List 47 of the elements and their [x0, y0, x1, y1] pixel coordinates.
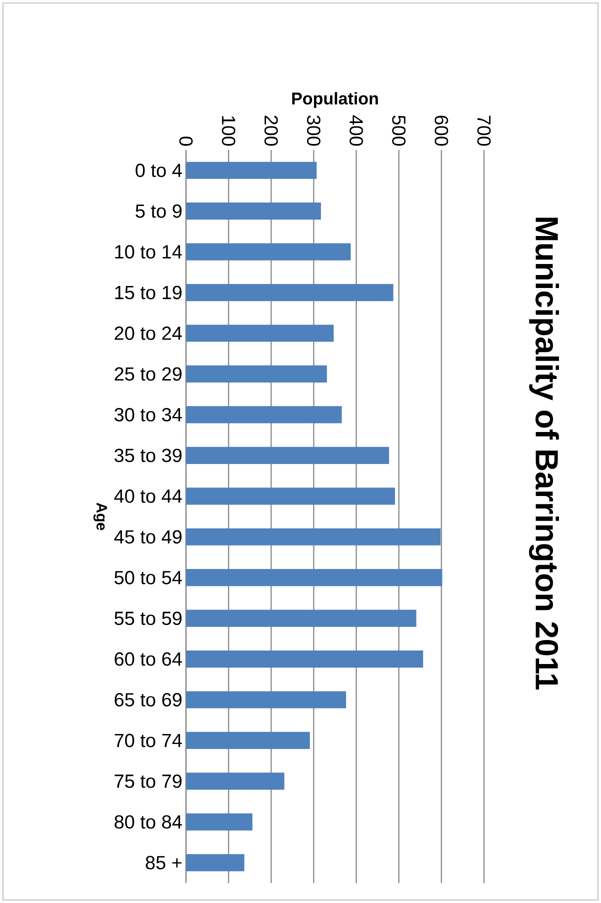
- bar: [186, 772, 284, 790]
- y-tick-label: 75 to 79: [114, 774, 182, 788]
- bar: [186, 813, 252, 830]
- y-tick-label: 40 to 44: [114, 489, 182, 503]
- bar: [186, 446, 390, 464]
- x-tick-label: 600: [434, 116, 448, 146]
- x-axis-title: Population: [292, 92, 378, 108]
- y-tick-label: 15 to 19: [115, 286, 182, 300]
- y-tick-label: 60 to 64: [114, 652, 182, 666]
- x-tick-label: 400: [350, 115, 364, 146]
- bar: [186, 284, 394, 302]
- y-tick-label: 5 to 9: [136, 204, 182, 218]
- y-tick-label: 20 to 24: [114, 326, 182, 340]
- x-tick-label: 700: [477, 116, 491, 146]
- x-tick-label: 500: [392, 116, 406, 146]
- y-axis-title: Age: [93, 502, 107, 530]
- bar: [186, 854, 244, 872]
- y-tick-label: 85 +: [146, 856, 182, 870]
- y-tick-label: 25 to 29: [114, 367, 182, 381]
- bar: [186, 528, 441, 546]
- bar: [186, 324, 334, 342]
- x-tick-label: 0: [179, 136, 193, 146]
- bar: [186, 162, 317, 179]
- y-tick-label: 65 to 69: [114, 693, 182, 706]
- y-tick-label: 70 to 74: [114, 734, 182, 748]
- y-tick-label: 30 to 34: [114, 408, 182, 422]
- bar: [186, 569, 442, 586]
- bar: [186, 610, 416, 627]
- bar: [186, 243, 351, 260]
- y-tick-label: 45 to 49: [114, 530, 182, 544]
- x-tick-label: 300: [306, 115, 320, 146]
- bar: [186, 365, 327, 383]
- x-tick-label: 100: [222, 116, 236, 146]
- bar: [186, 488, 396, 505]
- y-tick-label: 0 to 4: [136, 164, 182, 178]
- bar: [186, 691, 346, 708]
- y-tick-label: 80 to 84: [114, 815, 182, 829]
- bar: [186, 650, 424, 668]
- y-tick-label: 50 to 54: [114, 570, 182, 584]
- y-tick-label: 10 to 14: [115, 245, 182, 259]
- y-tick-label: 35 to 39: [114, 448, 182, 462]
- x-tick-label: 200: [264, 116, 278, 146]
- bar: [186, 202, 321, 220]
- text: Municipality of Barrington 2011: [529, 218, 559, 690]
- bar: [186, 406, 342, 424]
- bar: [186, 732, 310, 750]
- y-tick-label: 55 to 59: [114, 612, 182, 626]
